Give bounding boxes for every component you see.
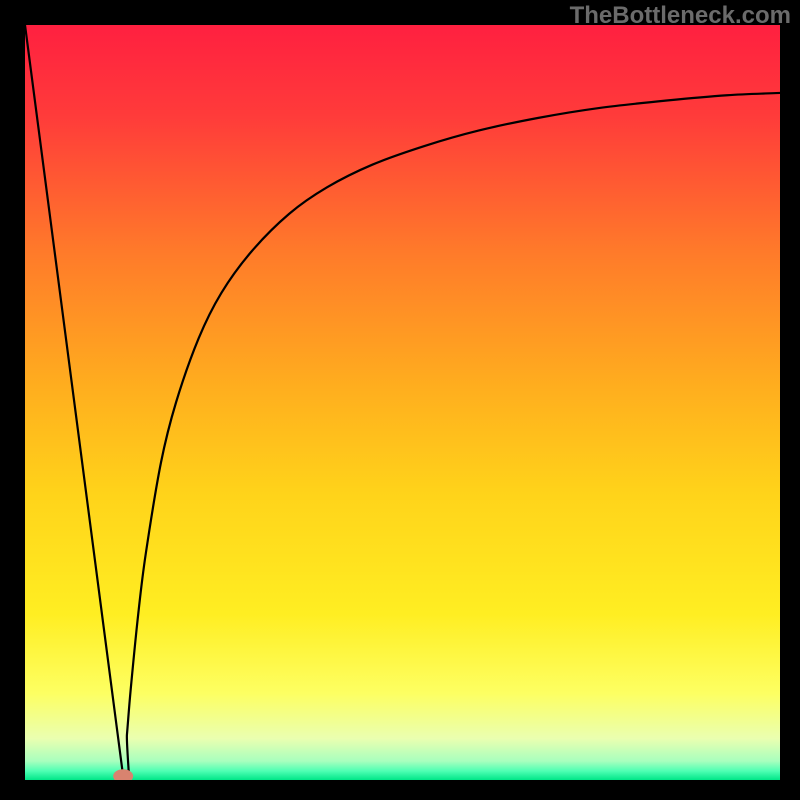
chart-container: TheBottleneck.com <box>0 0 800 800</box>
plot-area <box>25 25 780 780</box>
gradient-background <box>25 25 780 780</box>
watermark: TheBottleneck.com <box>570 2 791 30</box>
